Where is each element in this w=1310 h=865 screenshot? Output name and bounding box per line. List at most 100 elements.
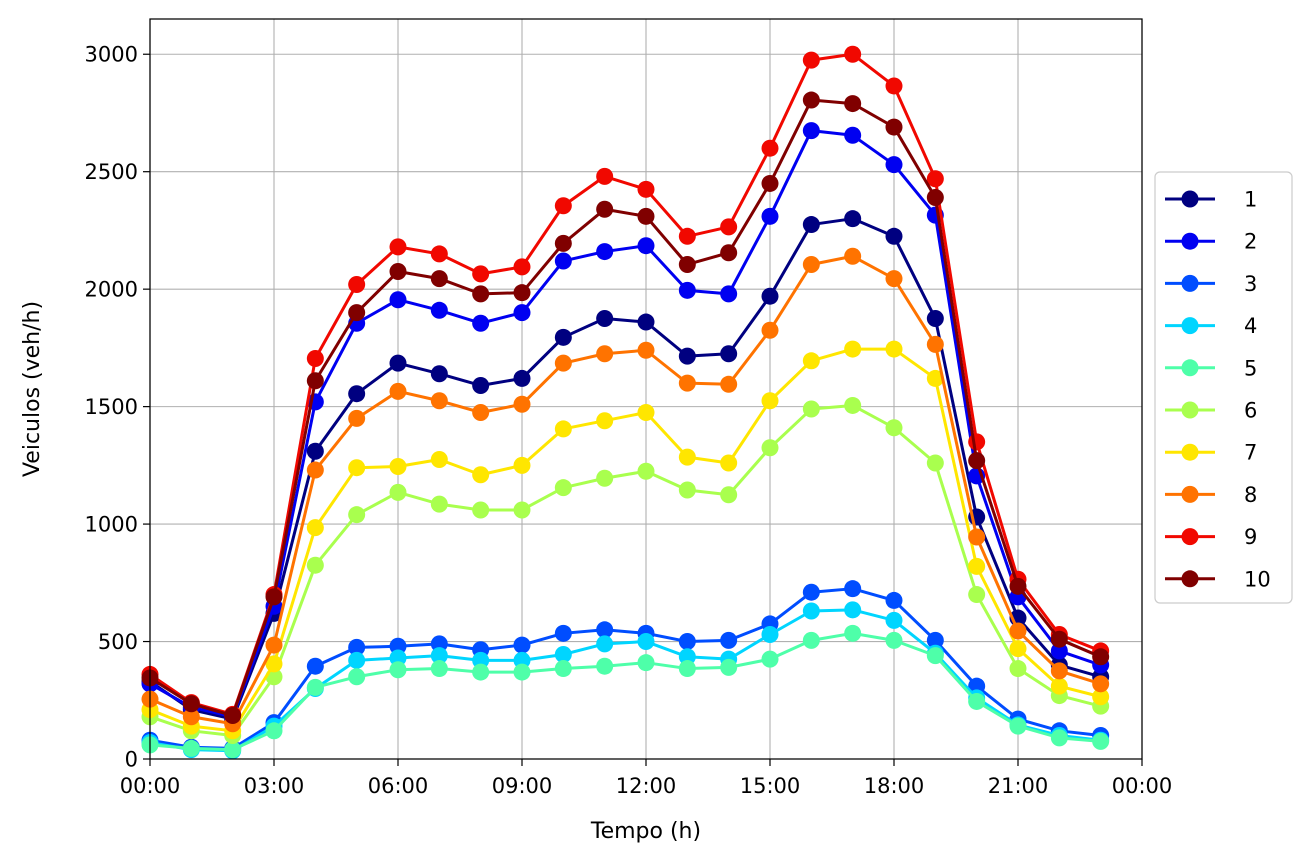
legend-item: 3 [1165,272,1257,296]
data-point [637,207,655,225]
data-point [802,255,820,273]
data-point [554,252,572,270]
data-point [885,270,903,288]
legend-label: 1 [1244,188,1257,212]
data-point [182,739,200,757]
data-point [389,649,407,667]
data-point [885,611,903,629]
data-point [513,663,531,681]
data-point [265,588,283,606]
legend-marker [1181,401,1199,419]
y-axis: 0 500 1000 1500 2000 2500 3000 [85,43,150,772]
data-point [430,392,448,410]
data-point [885,77,903,95]
series-line [149,347,1102,733]
data-point [596,657,614,675]
data-point [761,207,779,225]
x-tick-label: 00:00 [120,774,181,798]
data-point [968,677,986,695]
data-point [596,621,614,639]
data-point [596,345,614,363]
series-6 [141,396,1110,745]
series-line [149,254,1102,726]
data-point [389,291,407,309]
data-point [265,722,283,740]
legend-item: 1 [1165,188,1257,212]
x-axis-label: Tempo (h) [590,819,701,844]
data-point [678,633,696,651]
data-point [513,284,531,302]
data-point [554,479,572,497]
data-point [678,448,696,466]
data-point [596,412,614,430]
legend-label: 4 [1244,314,1257,338]
data-point [1009,577,1027,595]
data-point [844,247,862,265]
legend-marker [1181,443,1199,461]
data-point [1092,648,1110,666]
data-point [720,375,738,393]
data-point [224,741,242,759]
data-point [430,647,448,665]
data-point [678,281,696,299]
legend-marker [1181,359,1199,377]
data-point [844,210,862,228]
y-tick-label: 2000 [85,278,138,302]
legend-marker [1181,317,1199,335]
legend-item: 10 [1165,567,1271,591]
series-line [149,129,1102,719]
data-point [637,313,655,331]
data-point [306,442,324,460]
data-point [596,243,614,261]
data-point [513,304,531,322]
data-point [844,340,862,358]
data-point [265,636,283,654]
data-point [637,237,655,255]
data-point [554,420,572,438]
legend-item: 6 [1165,399,1257,423]
data-point [885,340,903,358]
data-point [844,95,862,113]
data-point [430,635,448,653]
data-point [885,156,903,174]
data-point [1009,622,1027,640]
data-point [513,456,531,474]
legend-marker [1181,570,1199,588]
data-point [348,638,366,656]
data-point [430,495,448,513]
legend-label: 6 [1244,399,1257,423]
data-point [844,624,862,642]
data-point [637,180,655,198]
legend-label: 2 [1244,230,1257,254]
data-point [306,461,324,479]
data-point [554,354,572,372]
series-line [149,587,1101,750]
data-point [389,458,407,476]
series-10 [141,91,1110,725]
x-tick-label: 09:00 [492,774,553,798]
data-point [389,637,407,655]
data-point [348,275,366,293]
data-point [348,459,366,477]
x-tick-label: 21:00 [988,774,1049,798]
series-5 [141,624,1110,759]
data-point [678,374,696,392]
data-point [513,369,531,387]
legend-marker [1181,485,1199,503]
data-point [182,708,200,726]
data-point [1092,732,1110,750]
data-point [513,395,531,413]
legend-label: 3 [1244,272,1257,296]
data-point [513,258,531,276]
data-point [761,287,779,305]
legend-item: 5 [1165,356,1257,380]
data-point [1009,717,1027,735]
legend-marker [1181,190,1199,208]
data-point [554,624,572,642]
data-point [844,396,862,414]
data-point [761,392,779,410]
y-tick-label: 1000 [85,513,138,537]
data-point [968,586,986,604]
data-point [389,263,407,281]
